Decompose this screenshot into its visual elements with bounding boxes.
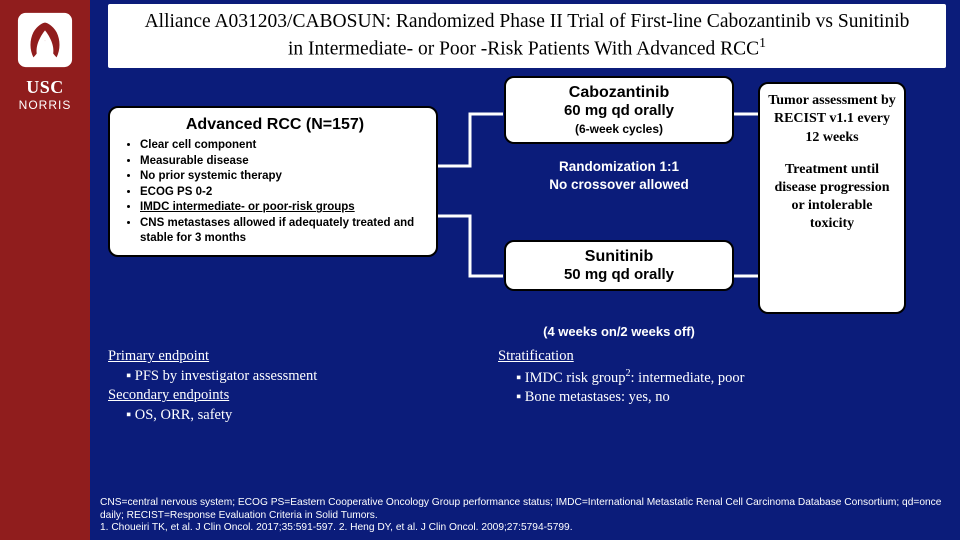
endpoints-col: Primary endpoint ▪ PFS by investigator a… xyxy=(108,347,468,425)
stratification-col: Stratification ▪ IMDC risk group2: inter… xyxy=(498,347,946,425)
randomization-text: Randomization 1:1 No crossover allowed xyxy=(504,158,734,194)
secondary-ep-text: OS, ORR, safety xyxy=(135,407,232,423)
footnotes: CNS=central nervous system; ECOG PS=East… xyxy=(100,497,946,534)
arm-a-note: (6-week cycles) xyxy=(512,122,726,136)
usc-logo: USC NORRIS xyxy=(0,10,90,112)
trial-diagram: Advanced RCC (N=157) Clear cell componen… xyxy=(108,76,946,351)
criteria-item: Clear cell component xyxy=(140,138,426,154)
hands-icon xyxy=(16,10,74,70)
ref2: 2. Heng DY, et al. J Clin Oncol. 2009;27… xyxy=(339,522,573,533)
title-text: Alliance A031203/CABOSUN: Randomized Pha… xyxy=(145,11,910,60)
criteria-item: No prior systemic therapy xyxy=(140,169,426,185)
sidebar: USC NORRIS xyxy=(0,0,90,540)
arm-b-name: Sunitinib xyxy=(512,248,726,266)
strat1-post: : intermediate, poor xyxy=(631,370,745,386)
criteria-item: Measurable disease xyxy=(140,154,426,170)
arm-a-box: Cabozantinib 60 mg qd orally (6-week cyc… xyxy=(504,76,734,144)
arm-b-dose: 50 mg qd orally xyxy=(512,266,726,283)
logo-subtext: NORRIS xyxy=(0,98,90,112)
arm-a-dose: 60 mg qd orally xyxy=(512,102,726,119)
endpoints-row: Primary endpoint ▪ PFS by investigator a… xyxy=(108,347,946,425)
logo-text: USC xyxy=(0,77,90,98)
criteria-item: CNS metastases allowed if adequately tre… xyxy=(140,216,426,247)
arm-b-box: Sunitinib 50 mg qd orally xyxy=(504,240,734,291)
strat-item: ▪ Bone metastases: yes, no xyxy=(516,388,946,408)
assessment-p1: Tumor assessment by RECIST v1.1 every 12… xyxy=(768,92,896,147)
criteria-item: ECOG PS 0-2 xyxy=(140,185,426,201)
criteria-underlined: IMDC intermediate- or poor-risk groups xyxy=(140,201,355,213)
criteria-item: IMDC intermediate- or poor-risk groups xyxy=(140,200,426,216)
strat2-text: Bone metastases: yes, no xyxy=(525,389,670,405)
title-sup: 1 xyxy=(759,35,766,50)
primary-endpoint-h: Primary endpoint xyxy=(108,347,468,367)
ref1: 1. Choueiri TK, et al. J Clin Oncol. 201… xyxy=(100,522,336,533)
primary-endpoint-item: ▪ PFS by investigator assessment xyxy=(126,367,468,387)
title-box: Alliance A031203/CABOSUN: Randomized Pha… xyxy=(108,4,946,68)
random-line2: No crossover allowed xyxy=(504,176,734,194)
strat1-pre: IMDC risk group xyxy=(525,370,626,386)
arm-a-name: Cabozantinib xyxy=(512,84,726,102)
references: 1. Choueiri TK, et al. J Clin Oncol. 201… xyxy=(100,522,946,534)
enrollment-box: Advanced RCC (N=157) Clear cell componen… xyxy=(108,106,438,257)
slide-title: Alliance A031203/CABOSUN: Randomized Pha… xyxy=(136,10,918,62)
assessment-p2: Treatment until disease progression or i… xyxy=(768,161,896,234)
strat-item: ▪ IMDC risk group2: intermediate, poor xyxy=(516,367,946,388)
stratification-h: Stratification xyxy=(498,347,946,367)
secondary-endpoint-item: ▪ OS, ORR, safety xyxy=(126,406,468,426)
slide-content: Alliance A031203/CABOSUN: Randomized Pha… xyxy=(90,0,960,540)
random-line1: Randomization 1:1 xyxy=(504,158,734,176)
abbreviations: CNS=central nervous system; ECOG PS=East… xyxy=(100,497,946,521)
secondary-endpoint-h: Secondary endpoints xyxy=(108,386,468,406)
criteria-list: Clear cell component Measurable disease … xyxy=(136,138,426,247)
primary-ep-text: PFS by investigator assessment xyxy=(135,368,317,384)
arm-b-note: (4 weeks on/2 weeks off) xyxy=(504,324,734,339)
assessment-box: Tumor assessment by RECIST v1.1 every 12… xyxy=(758,82,906,314)
enroll-header: Advanced RCC (N=157) xyxy=(124,116,426,134)
